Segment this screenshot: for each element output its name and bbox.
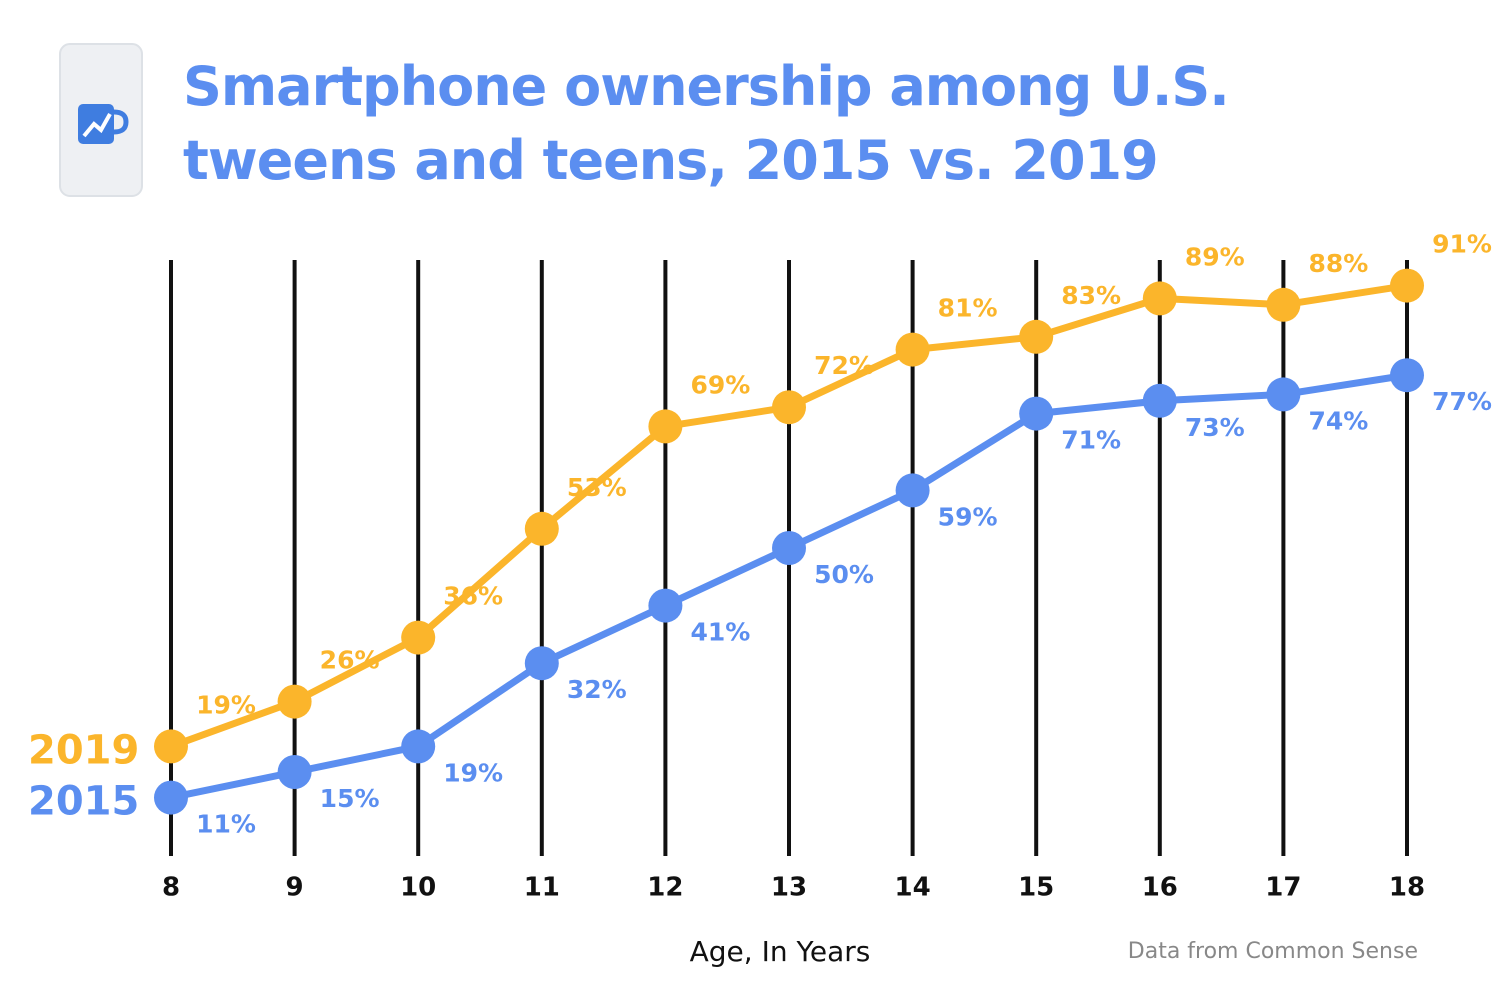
data-label: 81% bbox=[938, 294, 998, 323]
data-label: 19% bbox=[443, 758, 503, 787]
x-tick-label: 17 bbox=[1265, 873, 1301, 903]
point bbox=[1142, 281, 1177, 316]
source-note: Data from Common Sense bbox=[1128, 939, 1418, 964]
data-label: 50% bbox=[814, 560, 874, 589]
data-label: 77% bbox=[1432, 387, 1492, 416]
phone-icon bbox=[59, 43, 143, 197]
data-label: 83% bbox=[1061, 281, 1121, 310]
point bbox=[1019, 319, 1054, 354]
point bbox=[1266, 377, 1301, 412]
point bbox=[895, 332, 930, 367]
x-tick-label: 14 bbox=[895, 873, 931, 903]
x-tick-label: 13 bbox=[771, 873, 807, 903]
x-tick-label: 10 bbox=[400, 873, 436, 903]
data-label: 91% bbox=[1432, 230, 1492, 259]
x-tick-label: 8 bbox=[162, 873, 180, 903]
data-label: 15% bbox=[320, 784, 380, 813]
point bbox=[895, 473, 930, 508]
point bbox=[154, 729, 188, 764]
point bbox=[772, 531, 806, 565]
data-label: 26% bbox=[320, 646, 380, 675]
x-tick-label: 9 bbox=[286, 873, 304, 903]
legend-label: 2019 bbox=[28, 727, 139, 773]
point bbox=[1390, 358, 1424, 393]
data-label: 74% bbox=[1308, 406, 1368, 435]
data-label: 73% bbox=[1185, 413, 1245, 442]
point bbox=[1266, 287, 1301, 322]
x-tick-label: 15 bbox=[1018, 873, 1054, 903]
data-label: 53% bbox=[567, 473, 627, 502]
x-axis-label: Age, In Years bbox=[690, 935, 871, 968]
point bbox=[401, 620, 436, 655]
x-tick-label: 12 bbox=[647, 873, 683, 903]
point bbox=[524, 511, 559, 546]
point bbox=[154, 780, 188, 815]
point bbox=[1142, 383, 1177, 418]
data-label: 11% bbox=[196, 810, 256, 839]
data-label: 59% bbox=[938, 502, 998, 531]
data-label: 71% bbox=[1061, 426, 1121, 455]
data-label: 88% bbox=[1308, 249, 1368, 278]
point bbox=[1390, 268, 1424, 303]
chart-title: Smartphone ownership among U.S. tweens a… bbox=[183, 55, 1230, 192]
data-label: 41% bbox=[690, 618, 750, 647]
point bbox=[648, 588, 683, 623]
legend-label: 2015 bbox=[28, 779, 139, 825]
x-tick-label: 18 bbox=[1389, 873, 1425, 903]
data-label: 36% bbox=[443, 582, 503, 611]
point bbox=[772, 390, 806, 425]
point bbox=[277, 684, 312, 719]
point bbox=[524, 646, 559, 681]
x-tick-label: 11 bbox=[524, 873, 560, 903]
point bbox=[1019, 396, 1054, 431]
data-label: 69% bbox=[690, 370, 750, 399]
data-label: 19% bbox=[196, 690, 256, 719]
point bbox=[648, 409, 683, 444]
data-label: 72% bbox=[814, 351, 874, 380]
data-label: 89% bbox=[1185, 242, 1245, 271]
data-label: 32% bbox=[567, 675, 627, 704]
point bbox=[277, 755, 312, 789]
point bbox=[401, 729, 436, 764]
x-tick-label: 16 bbox=[1142, 873, 1178, 903]
